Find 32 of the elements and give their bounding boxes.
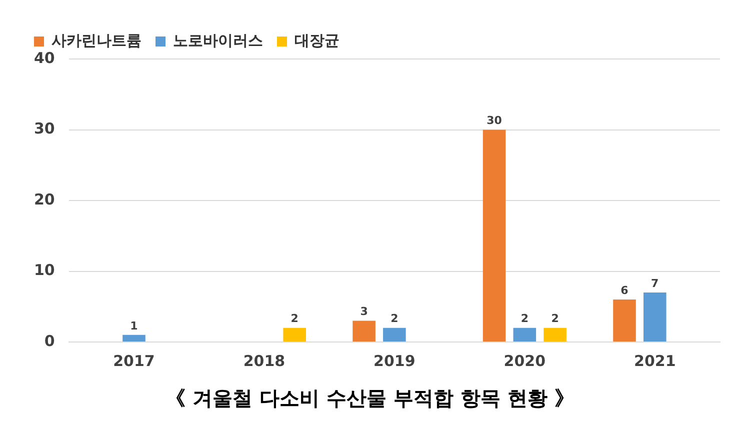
data-label: 7: [651, 276, 659, 290]
data-label: 30: [486, 114, 502, 128]
x-tick-label: 2019: [374, 352, 416, 370]
legend-label: 대장균: [294, 31, 340, 50]
bar: [283, 328, 306, 342]
bar: [352, 320, 376, 342]
data-label: 2: [520, 312, 528, 326]
data-label: 2: [290, 312, 298, 326]
bar: [544, 328, 566, 342]
bar: [482, 130, 506, 342]
y-tick-label: 30: [34, 120, 55, 138]
data-label: 2: [551, 312, 559, 326]
x-tick-label: 2018: [243, 352, 286, 370]
bar: [513, 328, 536, 342]
bar: [643, 292, 666, 342]
x-tick-label: 2020: [504, 352, 546, 370]
bar: [613, 300, 636, 342]
data-label: 3: [360, 305, 368, 318]
bar: [383, 328, 406, 342]
text: 《 겨울철 다소비 수산물 부적합 항목 현황 》: [166, 386, 574, 410]
y-tick-label: 20: [34, 190, 55, 208]
x-tick-label: 2021: [634, 352, 676, 370]
y-tick-label: 0: [44, 332, 55, 350]
bar: [122, 334, 146, 342]
data-label: 6: [620, 284, 629, 297]
y-tick-label: 40: [34, 48, 55, 67]
legend-label: 노로바이러스: [173, 31, 263, 50]
data-label: 1: [130, 319, 138, 332]
legend-label: 사카린나트륨: [52, 31, 142, 50]
x-tick-label: 2017: [113, 352, 155, 370]
data-label: 2: [390, 312, 398, 326]
y-tick-label: 10: [34, 261, 55, 280]
